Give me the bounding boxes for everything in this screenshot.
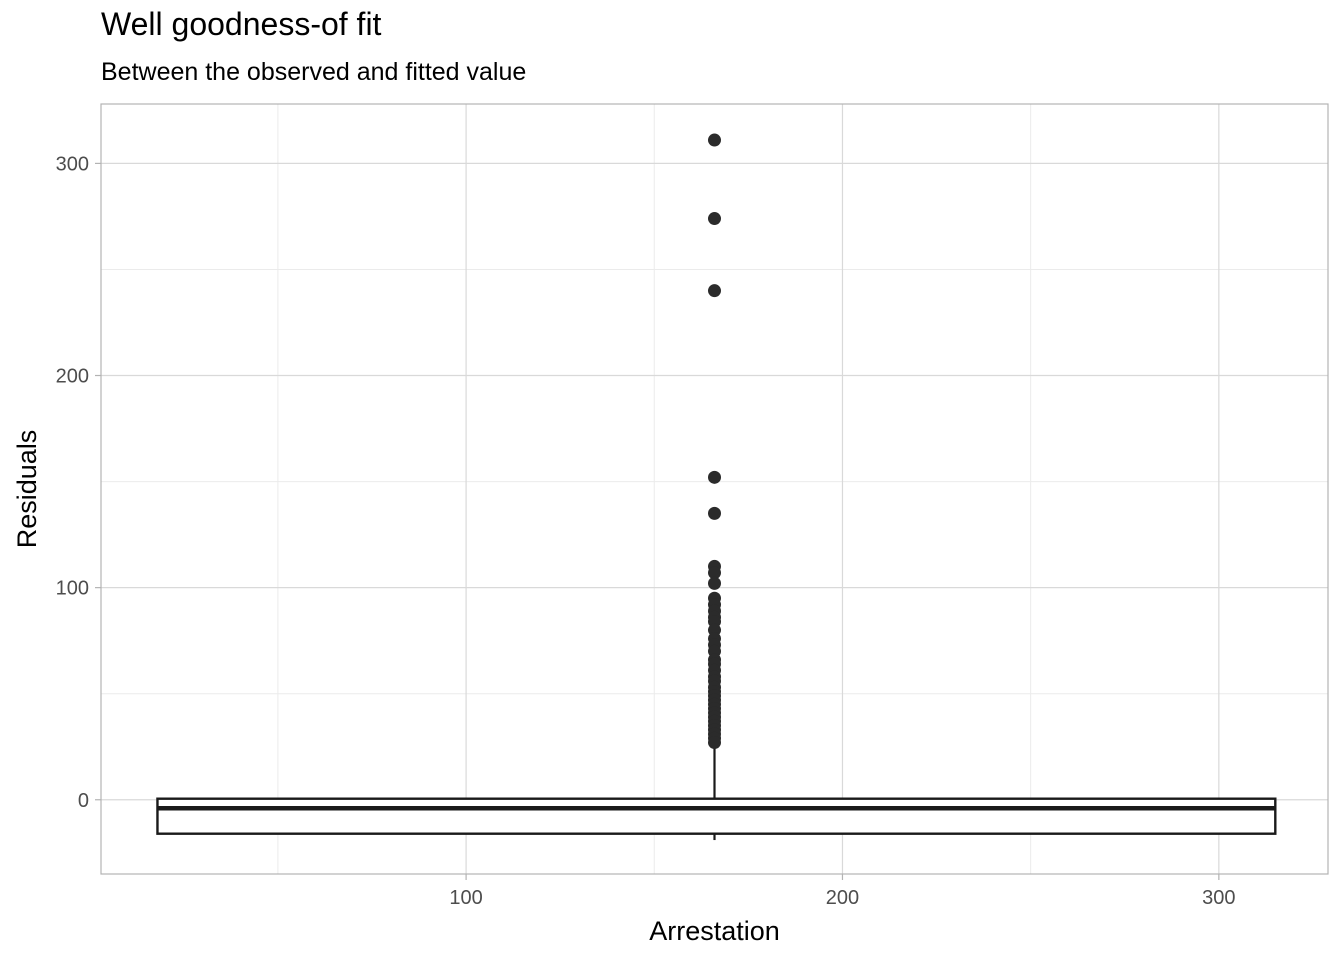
box-layer bbox=[156, 744, 1277, 841]
y-tick-label: 300 bbox=[56, 153, 89, 175]
outlier-point bbox=[708, 576, 721, 590]
outlier-point bbox=[708, 133, 721, 147]
y-axis-ticks: 0 100 200 300 bbox=[56, 153, 101, 812]
y-tick-label: 200 bbox=[56, 366, 89, 388]
outlier-point bbox=[708, 284, 721, 298]
y-axis-title: Residuals bbox=[12, 430, 42, 549]
outlier-point bbox=[708, 735, 721, 749]
panel-border bbox=[100, 103, 1329, 875]
minor-gridlines bbox=[101, 104, 1328, 874]
x-tick-label: 200 bbox=[826, 887, 859, 909]
y-tick-label: 100 bbox=[56, 578, 89, 600]
x-tick-label: 100 bbox=[449, 887, 482, 909]
y-tick-label: 0 bbox=[78, 790, 89, 812]
x-axis-title: Arrestation bbox=[649, 916, 780, 946]
outlier-point bbox=[708, 470, 721, 484]
outlier-point bbox=[708, 506, 721, 520]
x-tick-label: 300 bbox=[1202, 887, 1235, 909]
chart-subtitle: Between the observed and fitted value bbox=[101, 58, 527, 86]
chart-title: Well goodness-of fit bbox=[101, 6, 382, 42]
outlier-point bbox=[708, 212, 721, 226]
outlier-point bbox=[708, 566, 721, 580]
box-iqr bbox=[156, 797, 1277, 835]
outlier-points bbox=[708, 133, 721, 749]
x-axis-ticks: 100 200 300 bbox=[449, 874, 1236, 909]
